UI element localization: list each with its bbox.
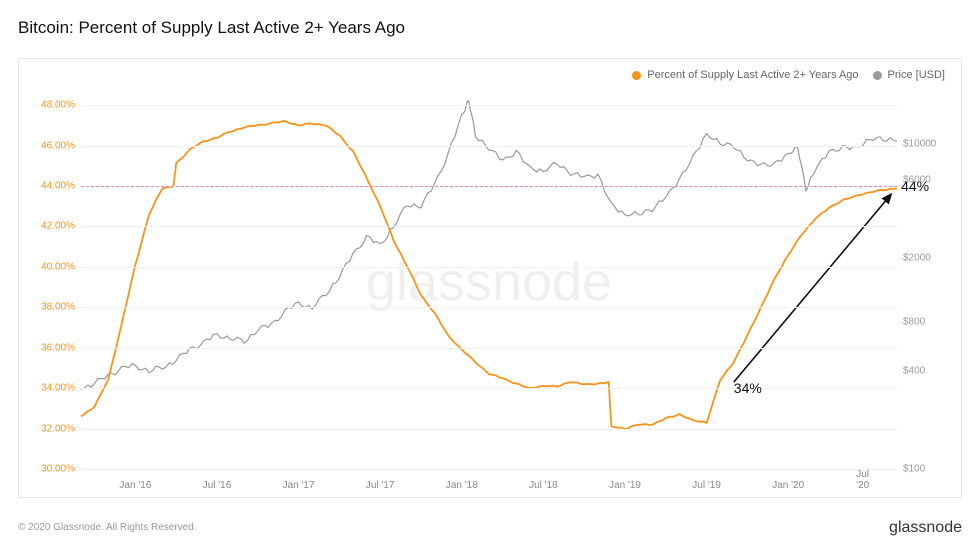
y-right-tick-label: $10000 xyxy=(903,138,953,149)
legend: Percent of Supply Last Active 2+ Years A… xyxy=(632,69,945,81)
reference-line xyxy=(81,186,897,187)
annotation-label: 34% xyxy=(734,380,762,396)
x-tick-label: Jul '17 xyxy=(366,480,395,491)
x-tick-label: Jan '20 xyxy=(772,480,804,491)
chart-svg xyxy=(81,95,897,469)
y-right-tick-label: $400 xyxy=(903,366,953,377)
gridline xyxy=(81,226,897,227)
gridline xyxy=(81,348,897,349)
gridline xyxy=(81,469,897,470)
gridline xyxy=(81,146,897,147)
y-left-tick-label: 42.00% xyxy=(29,221,75,232)
y-left-tick-label: 32.00% xyxy=(29,423,75,434)
y-left-tick-label: 44.00% xyxy=(29,180,75,191)
gridline xyxy=(81,429,897,430)
x-tick-label: Jul '18 xyxy=(529,480,558,491)
gridline xyxy=(81,267,897,268)
y-right-tick-label: $800 xyxy=(903,317,953,328)
legend-label-price: Price [USD] xyxy=(888,69,945,81)
legend-item-price: Price [USD] xyxy=(873,69,945,81)
x-tick-label: Jul '20 xyxy=(856,469,883,491)
x-tick-label: Jan '19 xyxy=(609,480,641,491)
legend-dot-supply xyxy=(632,71,641,80)
x-tick-label: Jul '19 xyxy=(692,480,721,491)
legend-label-supply: Percent of Supply Last Active 2+ Years A… xyxy=(647,69,858,81)
y-left-tick-label: 40.00% xyxy=(29,261,75,272)
y-left-tick-label: 46.00% xyxy=(29,140,75,151)
x-tick-label: Jan '16 xyxy=(119,480,151,491)
gridline xyxy=(81,388,897,389)
y-left-tick-label: 48.00% xyxy=(29,100,75,111)
y-left-tick-label: 38.00% xyxy=(29,302,75,313)
footer-brand: glassnode xyxy=(889,519,962,537)
legend-dot-price xyxy=(873,71,882,80)
y-left-tick-label: 36.00% xyxy=(29,342,75,353)
chart-title: Bitcoin: Percent of Supply Last Active 2… xyxy=(18,18,405,38)
y-right-tick-label: $100 xyxy=(903,464,953,475)
gridline xyxy=(81,105,897,106)
chart-container: Percent of Supply Last Active 2+ Years A… xyxy=(18,58,962,498)
x-tick-label: Jan '18 xyxy=(446,480,478,491)
x-tick-label: Jan '17 xyxy=(283,480,315,491)
supply-line xyxy=(81,121,897,429)
y-left-tick-label: 30.00% xyxy=(29,464,75,475)
legend-item-supply: Percent of Supply Last Active 2+ Years A… xyxy=(632,69,858,81)
y-right-tick-label: $2000 xyxy=(903,252,953,263)
y-left-tick-label: 34.00% xyxy=(29,383,75,394)
annotation-label: 44% xyxy=(901,178,929,194)
footer-copyright: © 2020 Glassnode. All Rights Reserved. xyxy=(18,522,197,533)
price-line xyxy=(81,101,897,390)
x-tick-label: Jul '16 xyxy=(203,480,232,491)
gridline xyxy=(81,307,897,308)
plot-area: glassnode 30.00%32.00%34.00%36.00%38.00%… xyxy=(81,95,897,469)
